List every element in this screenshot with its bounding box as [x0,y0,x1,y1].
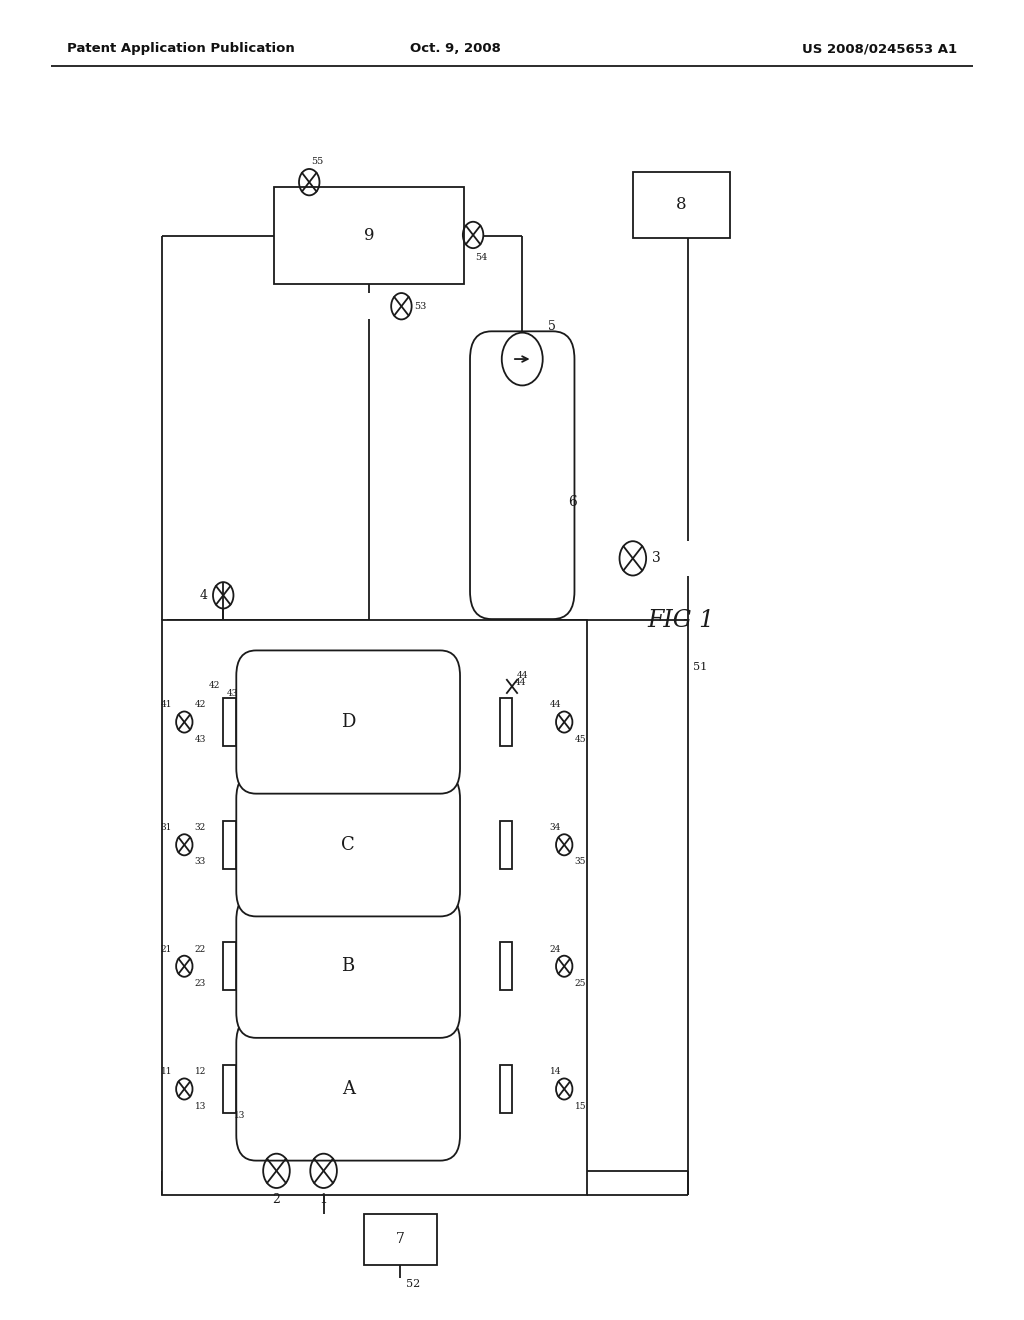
Text: A: A [342,1080,354,1098]
Text: 44: 44 [517,672,528,680]
Text: 25: 25 [574,979,586,987]
Text: 42: 42 [209,681,220,689]
Text: FIG 1: FIG 1 [647,609,715,632]
Text: 13: 13 [233,1111,245,1119]
Text: 4: 4 [200,589,208,602]
Bar [500,1065,512,1113]
Text: 21: 21 [161,945,172,953]
Bar [633,172,730,238]
Text: 44: 44 [550,701,561,709]
FancyBboxPatch shape [470,331,574,619]
Text: 42: 42 [195,701,206,709]
Text: 35: 35 [574,858,586,866]
Text: 11: 11 [161,1068,172,1076]
Text: 3: 3 [652,552,662,565]
Text: 44: 44 [515,678,526,686]
Text: 33: 33 [195,858,206,866]
Text: 51: 51 [693,661,708,672]
FancyBboxPatch shape [237,1018,460,1160]
Bar [274,187,464,284]
FancyBboxPatch shape [237,895,460,1038]
Text: 23: 23 [195,979,206,987]
Text: 7: 7 [396,1233,404,1246]
Bar [500,942,512,990]
Bar [364,1214,437,1265]
Text: Oct. 9, 2008: Oct. 9, 2008 [411,42,501,55]
Bar [223,821,236,869]
Text: 34: 34 [550,824,561,832]
Text: 8: 8 [676,197,687,213]
Text: 32: 32 [195,824,206,832]
Text: 22: 22 [195,945,206,953]
Text: 9: 9 [364,227,375,244]
Text: 45: 45 [574,735,586,743]
Text: 6: 6 [568,495,578,508]
Text: 15: 15 [574,1102,586,1110]
Text: 43: 43 [195,735,206,743]
Text: 24: 24 [550,945,561,953]
Bar [223,698,236,746]
Text: 41: 41 [161,701,172,709]
Text: 43: 43 [226,689,238,697]
Text: 13: 13 [195,1102,206,1110]
Bar [162,620,587,1195]
Text: B: B [342,957,354,975]
Bar [223,942,236,990]
Bar [500,698,512,746]
Text: 55: 55 [311,157,324,165]
Text: 14: 14 [550,1068,561,1076]
Text: 2: 2 [272,1193,281,1206]
Text: Patent Application Publication: Patent Application Publication [67,42,294,55]
FancyBboxPatch shape [237,651,460,793]
Text: 5: 5 [548,319,556,333]
Bar [500,821,512,869]
Text: 53: 53 [414,302,426,310]
Text: US 2008/0245653 A1: US 2008/0245653 A1 [803,42,957,55]
Bar [223,1065,236,1113]
Text: 54: 54 [475,253,487,261]
Text: C: C [341,836,355,854]
Text: D: D [341,713,355,731]
Text: 31: 31 [161,824,172,832]
Text: 1: 1 [319,1193,328,1206]
Text: 12: 12 [195,1068,206,1076]
FancyBboxPatch shape [237,774,460,916]
Text: 52: 52 [406,1279,420,1290]
